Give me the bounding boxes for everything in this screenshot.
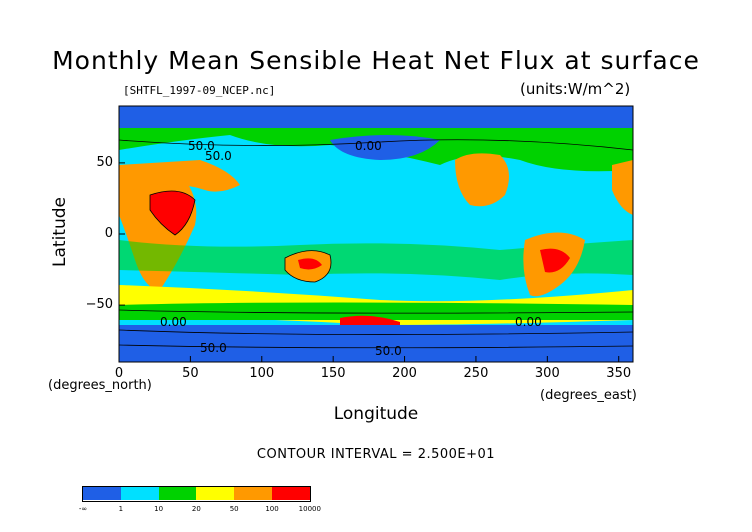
- contour-label: 50.0: [188, 139, 215, 153]
- contour-line: [284, 250, 332, 283]
- contour-label: 50.0: [375, 344, 402, 358]
- contour-label: 0.00: [515, 315, 542, 329]
- x-tick-label: 100: [249, 366, 275, 381]
- contour-label: 50.0: [205, 149, 232, 163]
- x-tick-label: 250: [463, 366, 489, 381]
- north-america-land: [455, 153, 509, 207]
- x-tick-label: 300: [534, 366, 560, 381]
- units-label: (units:W/m^2): [520, 80, 631, 98]
- y-tick-label: 0: [104, 226, 113, 241]
- colorbar-bound-label: 50: [229, 505, 239, 513]
- contour-line: [119, 344, 633, 349]
- contour-line: [119, 139, 633, 151]
- antarctic-edge-red: [340, 315, 400, 328]
- colorbar-bound-label: 1: [118, 505, 124, 513]
- y-tick-label: 50: [96, 154, 113, 170]
- x-tick-label: 0: [114, 366, 124, 381]
- y-axis-label: Latitude: [50, 197, 70, 267]
- colorbar-bound-label: 10: [154, 505, 164, 513]
- x-tick-label: 350: [606, 366, 632, 381]
- x-tick-label: 200: [392, 366, 417, 381]
- contour-line: [149, 190, 196, 236]
- colorbar-frame: [82, 486, 311, 502]
- dataset-filename: [SHTFL_1997-09_NCEP.nc]: [123, 84, 276, 97]
- x-axis-label: Longitude: [333, 404, 419, 424]
- colorbar-bound-label: -∞: [78, 505, 88, 513]
- east-edge-land: [612, 160, 633, 215]
- antarctic-band: [119, 325, 633, 362]
- southern-ocean-green: [119, 302, 633, 320]
- x-unit-label: (degrees_east): [540, 388, 637, 403]
- colorbar-bound-label: 10000: [298, 505, 321, 513]
- colorbar-bound-label: 100: [265, 505, 279, 513]
- contour-interval: CONTOUR INTERVAL = 2.500E+01: [256, 447, 496, 462]
- north-pacific-blue: [330, 135, 440, 160]
- contour-label: 0.00: [355, 139, 382, 153]
- arctic-band: [119, 106, 633, 128]
- colorbar-bound-label: 20: [191, 505, 201, 513]
- contour-line: [119, 309, 633, 314]
- contour-line: [119, 329, 633, 335]
- sahara-red: [150, 191, 195, 235]
- y-tick-label: −50: [85, 297, 113, 313]
- contour-label: 50.0: [200, 341, 227, 355]
- y-unit-label: (degrees_north): [48, 378, 152, 393]
- chart-title: Monthly Mean Sensible Heat Net Flux at s…: [52, 46, 700, 75]
- contour-label: 0.00: [160, 315, 187, 329]
- tropical-green-band: [119, 240, 633, 280]
- asia-land: [119, 160, 240, 195]
- australia-core: [298, 258, 322, 270]
- x-tick-label: 50: [182, 366, 199, 381]
- south-america-core: [540, 248, 570, 273]
- x-tick-label: 150: [320, 366, 346, 381]
